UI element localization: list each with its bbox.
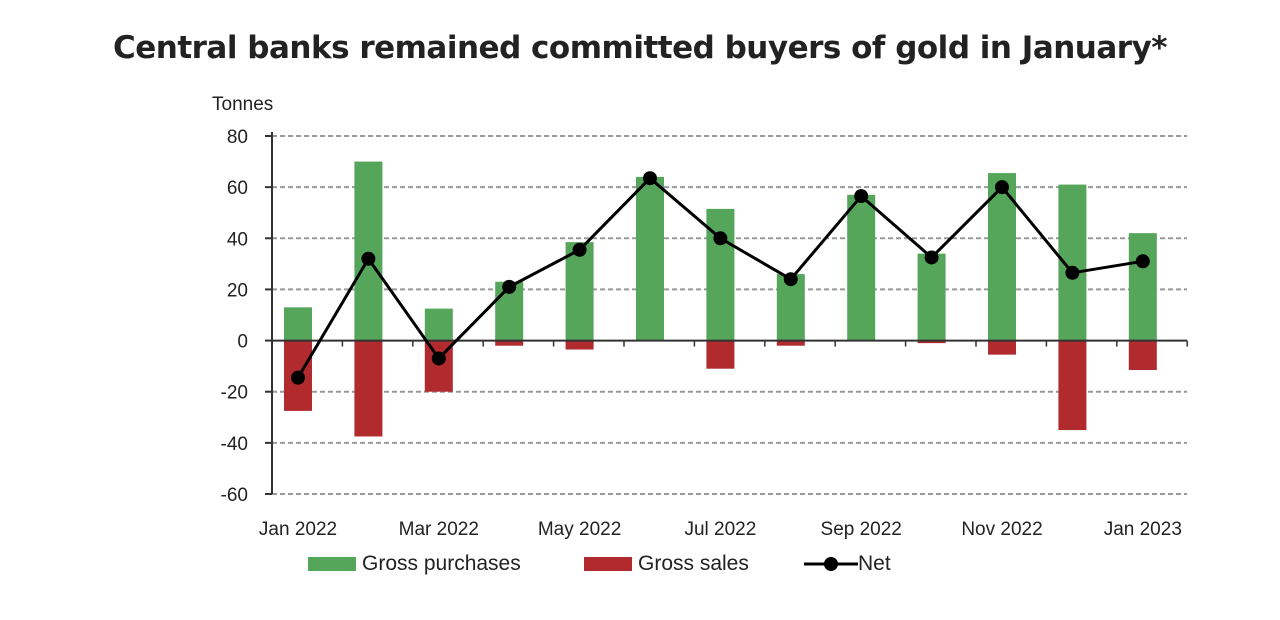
y-tick-label: 20 [227,280,248,301]
legend-label: Gross purchases [362,552,521,575]
x-tick-label: Jan 2022 [259,519,337,540]
legend-swatch [584,557,632,571]
chart-title: Central banks remained committed buyers … [112,30,1168,66]
bar-gross-purchases [565,242,594,341]
net-point [361,251,376,266]
net-point [854,189,869,204]
y-tick-label: 60 [227,178,248,199]
bar-gross-sales [776,340,805,346]
net-point [783,272,798,287]
bar-gross-sales [354,340,383,437]
legend-gross-purchases: Gross purchases [308,552,521,576]
bar-gross-sales [988,340,1016,355]
net-point [572,242,587,257]
net-point [1135,254,1150,269]
net-point [431,351,446,366]
x-tick-label: May 2022 [538,519,621,540]
net-point [1065,265,1080,280]
bar-gross-sales [917,340,946,344]
legend-gross-sales: Gross sales [584,552,749,576]
net-point [291,370,305,385]
legend-swatch [308,557,356,571]
x-tick-label: Jul 2022 [684,519,756,540]
bar-gross-purchases [847,194,876,341]
net-point [924,250,939,265]
bar-gross-sales [565,340,594,350]
y-axis-label: Tonnes [212,94,273,115]
y-tick-label: 0 [237,332,248,353]
net-point [713,231,728,246]
legend-line-marker [804,557,858,571]
bar-gross-purchases [424,308,453,341]
x-tick-label: Nov 2022 [961,519,1042,540]
net-point [502,279,517,294]
y-tick-label: -20 [221,383,248,404]
bar-gross-sales [495,340,524,346]
bar-gross-purchases [354,161,383,341]
bar-gross-purchases [1128,233,1157,341]
x-tick-label: Jan 2023 [1104,519,1182,540]
bar-gross-sales [1128,340,1157,370]
x-tick-label: Sep 2022 [821,519,902,540]
y-tick-label: 40 [227,229,248,250]
bar-gross-sales [706,340,735,369]
bar-gross-purchases [284,307,312,341]
net-point [995,180,1009,195]
legend-label: Gross sales [638,552,749,575]
legend-label: Net [858,552,891,575]
legend-net: Net [804,552,891,576]
y-tick-label: 80 [227,127,248,148]
x-tick-label: Mar 2022 [399,519,479,540]
bar-gross-purchases [988,173,1016,341]
y-tick-label: -60 [221,485,248,506]
bar-gross-purchases [917,253,946,341]
bar-gross-sales [1058,340,1087,431]
y-tick-label: -40 [221,434,248,455]
net-point [643,171,657,186]
bar-gross-purchases [636,176,664,341]
